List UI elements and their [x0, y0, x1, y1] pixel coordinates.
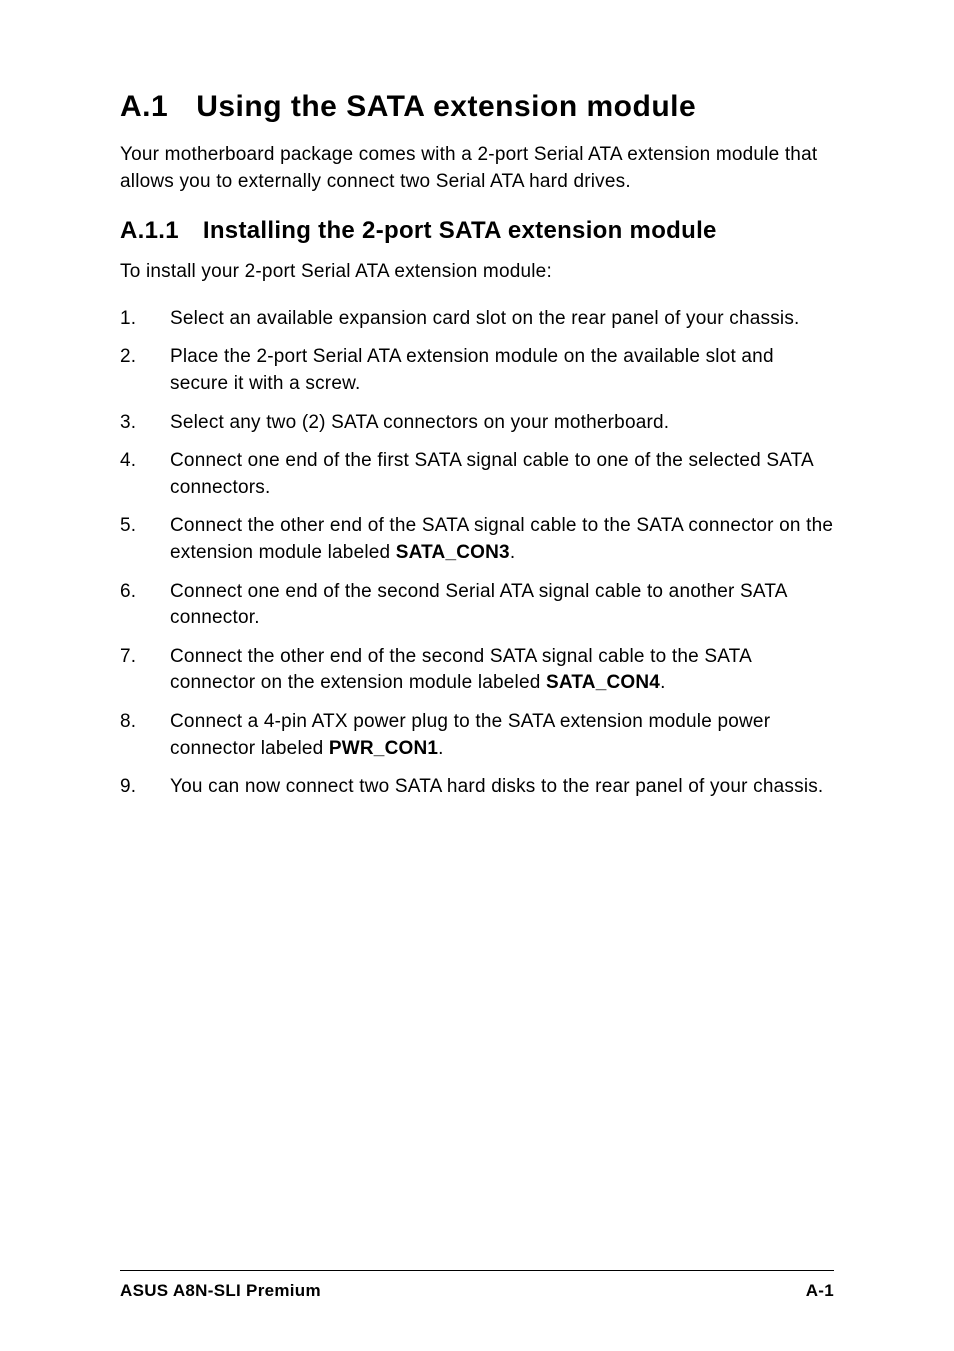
subsection-instruction: To install your 2-port Serial ATA extens…: [120, 259, 834, 286]
step-number: 5.: [120, 513, 170, 566]
step-content: Connect the other end of the second SATA…: [170, 644, 834, 697]
step-number: 6.: [120, 579, 170, 632]
step-content: Select an available expansion card slot …: [170, 306, 834, 333]
step-item: 8. Connect a 4-pin ATX power plug to the…: [120, 709, 834, 762]
step-number: 7.: [120, 644, 170, 697]
step-item: 5. Connect the other end of the SATA sig…: [120, 513, 834, 566]
step-content: Connect one end of the first SATA signal…: [170, 448, 834, 501]
step-item: 9. You can now connect two SATA hard dis…: [120, 774, 834, 801]
step-bold: SATA_CON4: [546, 672, 660, 693]
section-number: A.1: [120, 90, 168, 124]
subsection-title: A.1.1 Installing the 2-port SATA extensio…: [120, 217, 834, 245]
step-text-after: .: [660, 672, 665, 693]
step-content: Connect one end of the second Serial ATA…: [170, 579, 834, 632]
step-content: Connect a 4-pin ATX power plug to the SA…: [170, 709, 834, 762]
step-item: 4. Connect one end of the first SATA sig…: [120, 448, 834, 501]
step-item: 1. Select an available expansion card sl…: [120, 306, 834, 333]
step-number: 8.: [120, 709, 170, 762]
step-item: 7. Connect the other end of the second S…: [120, 644, 834, 697]
subsection-number: A.1.1: [120, 217, 179, 245]
section-title: A.1 Using the SATA extension module: [120, 90, 834, 124]
step-bold: SATA_CON3: [396, 542, 510, 563]
step-content: Select any two (2) SATA connectors on yo…: [170, 410, 834, 437]
page-footer: ASUS A8N-SLI Premium A-1: [120, 1270, 834, 1301]
step-content: You can now connect two SATA hard disks …: [170, 774, 834, 801]
step-number: 9.: [120, 774, 170, 801]
step-item: 2. Place the 2-port Serial ATA extension…: [120, 344, 834, 397]
footer-right: A-1: [806, 1281, 834, 1301]
section-title-text: Using the SATA extension module: [196, 90, 696, 123]
step-text-after: .: [438, 738, 443, 759]
step-number: 1.: [120, 306, 170, 333]
step-bold: PWR_CON1: [329, 738, 438, 759]
step-list: 1. Select an available expansion card sl…: [120, 306, 834, 801]
step-text-before: Connect a 4-pin ATX power plug to the SA…: [170, 711, 770, 759]
step-number: 3.: [120, 410, 170, 437]
step-number: 4.: [120, 448, 170, 501]
step-text-after: .: [510, 542, 515, 563]
step-content: Place the 2-port Serial ATA extension mo…: [170, 344, 834, 397]
footer-left: ASUS A8N-SLI Premium: [120, 1281, 321, 1301]
step-item: 6. Connect one end of the second Serial …: [120, 579, 834, 632]
step-number: 2.: [120, 344, 170, 397]
step-content: Connect the other end of the SATA signal…: [170, 513, 834, 566]
section-intro: Your motherboard package comes with a 2-…: [120, 142, 834, 195]
subsection-title-text: Installing the 2-port SATA extension mod…: [203, 217, 717, 244]
step-item: 3. Select any two (2) SATA connectors on…: [120, 410, 834, 437]
